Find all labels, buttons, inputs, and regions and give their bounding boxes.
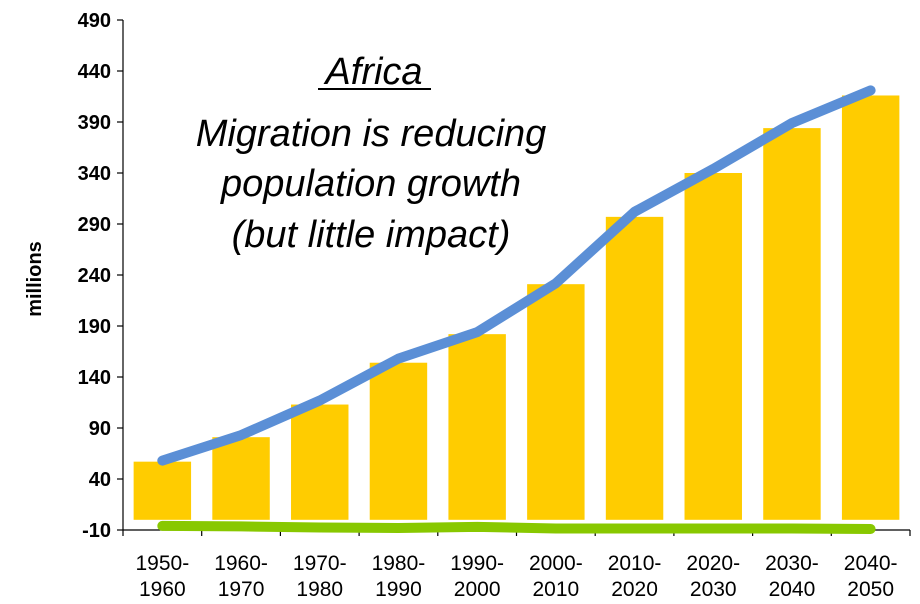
line-series-green [157, 520, 876, 534]
y-tick-label: 140 [78, 367, 111, 389]
chart-subtitle-line-3: (but little impact) [232, 214, 511, 256]
bar [212, 437, 270, 520]
y-tick-label: 340 [78, 163, 111, 185]
y-tick-label: 190 [78, 316, 111, 338]
y-tick-label: 90 [89, 418, 111, 440]
x-tick-label: 2040-2050 [844, 552, 898, 601]
x-tick-label: 1950-1960 [135, 552, 189, 601]
bar [841, 95, 900, 520]
x-tick-label: 1990-2000 [450, 552, 504, 601]
x-tick-label: 2000-2010 [529, 552, 583, 601]
bar [763, 128, 821, 520]
y-tick-label: 290 [78, 214, 111, 236]
bar [291, 404, 349, 520]
bar [369, 362, 428, 520]
y-tick-label: 440 [78, 61, 111, 83]
bar [448, 334, 506, 520]
chart-subtitle-line-2: population growth [220, 163, 521, 205]
y-tick-label: 240 [78, 265, 111, 287]
y-tick-label: 40 [89, 469, 111, 491]
x-tick-label: 1970-1980 [293, 552, 347, 601]
bar [605, 216, 664, 520]
chart-title-block: Africa Migration is reducing population … [196, 51, 547, 256]
x-tick-label: 1980-1990 [372, 552, 426, 601]
y-axis-label: millions [24, 241, 46, 317]
x-tick-label: 1960-1970 [214, 552, 268, 601]
x-tick-label: 2030-2040 [765, 552, 819, 601]
chart-subtitle-line-1: Migration is reducing [196, 113, 547, 155]
chart-title: Africa [323, 51, 422, 93]
y-axis: -10 40 90 140 190 240 290 340 390 440 490 [78, 10, 124, 542]
y-tick-label: -10 [82, 520, 111, 542]
y-tick-label: 490 [78, 10, 111, 32]
x-axis: 1950-1960 1960-1970 1970-1980 1980-1990 1990… [122, 529, 911, 601]
line-series [157, 85, 876, 534]
bar [133, 461, 192, 520]
x-tick-label: 2010-2020 [608, 552, 662, 601]
x-tick-label: 2020-2030 [686, 552, 740, 601]
line-series-blue [157, 85, 876, 466]
bar [684, 173, 742, 520]
bar [527, 284, 585, 520]
bar-series [133, 95, 900, 520]
y-tick-label: 390 [78, 112, 111, 134]
